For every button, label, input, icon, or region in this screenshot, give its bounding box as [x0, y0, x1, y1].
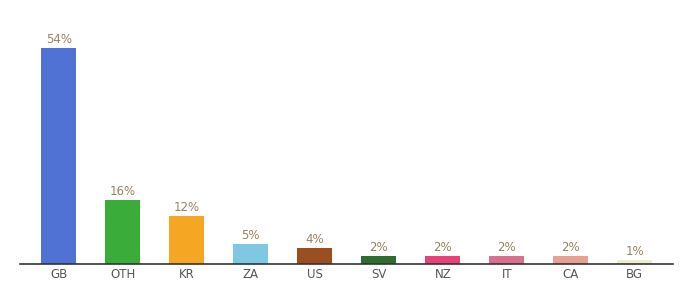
Bar: [169, 216, 205, 264]
Text: 16%: 16%: [109, 185, 136, 198]
Text: 54%: 54%: [46, 33, 72, 46]
Text: 12%: 12%: [173, 201, 200, 214]
Bar: [489, 256, 524, 264]
Bar: [297, 248, 333, 264]
Bar: [617, 260, 652, 264]
Text: 2%: 2%: [498, 241, 516, 254]
Text: 2%: 2%: [433, 241, 452, 254]
Text: 2%: 2%: [369, 241, 388, 254]
Bar: [554, 256, 588, 264]
Text: 2%: 2%: [562, 241, 580, 254]
Bar: [41, 48, 76, 264]
Text: 1%: 1%: [626, 245, 644, 258]
Bar: [105, 200, 140, 264]
Bar: [425, 256, 460, 264]
Text: 4%: 4%: [305, 233, 324, 246]
Bar: [233, 244, 269, 264]
Text: 5%: 5%: [241, 229, 260, 242]
Bar: [361, 256, 396, 264]
